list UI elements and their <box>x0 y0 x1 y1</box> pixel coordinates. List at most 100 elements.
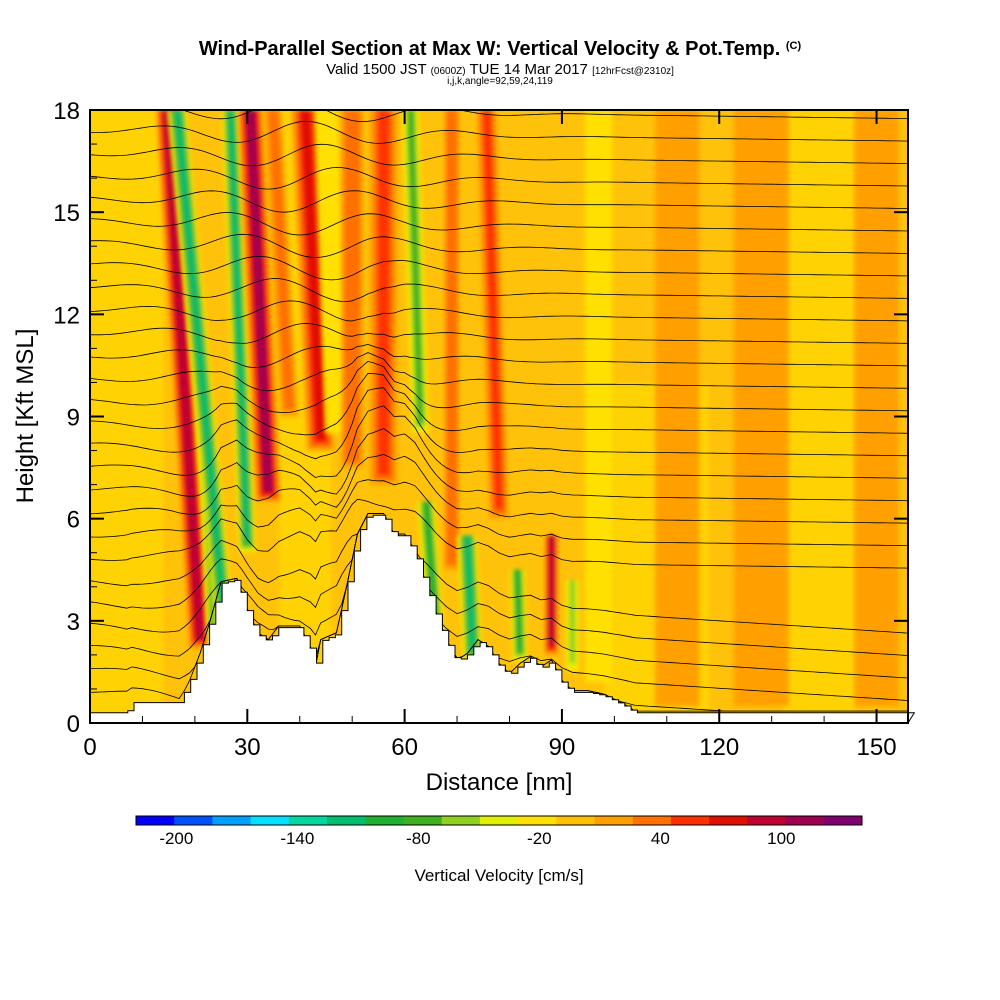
y-tick-label: 3 <box>67 609 80 636</box>
colorbar-swatch <box>632 816 672 825</box>
y-tick-label: 15 <box>53 200 80 227</box>
colorbar-swatch <box>250 816 290 825</box>
x-tick-label: 120 <box>699 734 739 761</box>
colorbar-swatch <box>823 816 863 825</box>
isentrope-line <box>90 453 908 524</box>
velocity-band <box>444 110 460 570</box>
y-tick-label: 0 <box>67 711 80 738</box>
colorbar-swatch <box>709 816 748 825</box>
chart-title: Wind-Parallel Section at Max W: Vertical… <box>0 38 1000 61</box>
colorbar-swatch <box>670 816 710 825</box>
colorbar-swatch <box>212 816 252 825</box>
velocity-band <box>341 110 364 468</box>
colorbar-swatch <box>556 816 596 825</box>
colorbar-swatch <box>785 816 825 825</box>
isentrope-line <box>90 300 908 322</box>
x-tick-label: 30 <box>234 734 261 761</box>
isentrope-line <box>90 278 908 303</box>
velocity-band <box>155 110 212 649</box>
velocity-band <box>733 110 789 706</box>
y-tick-label: 12 <box>53 302 80 329</box>
colorbar-swatch <box>441 816 481 825</box>
isentrope-line <box>90 166 908 190</box>
isentrope-line <box>90 360 908 414</box>
colorbar-tick-label: -20 <box>527 829 552 848</box>
colorbar-swatch <box>479 816 519 825</box>
colorbar-swatch <box>403 816 443 825</box>
isentrope-line <box>90 343 908 368</box>
isentrope-line <box>90 387 908 460</box>
velocity-band <box>584 110 613 683</box>
isentrope-line <box>90 190 908 213</box>
isentrope-line <box>90 513 908 679</box>
y-axis-label: Height [Kft MSL] <box>12 329 39 504</box>
colorbar-frame <box>135 815 863 826</box>
isentrope-line <box>90 373 908 436</box>
isentrope-line <box>90 498 908 569</box>
velocity-strip <box>482 110 504 510</box>
colorbar-tick-label: 100 <box>767 829 795 848</box>
colorbar-label: Vertical Velocity [cm/s] <box>414 866 583 885</box>
colorbar-swatch <box>174 816 213 825</box>
x-axis-label: Distance [nm] <box>426 769 573 796</box>
velocity-strip <box>174 110 230 637</box>
velocity-band <box>476 110 509 519</box>
velocity-strip <box>745 110 777 700</box>
velocity-strip <box>664 110 690 700</box>
velocity-strip <box>347 110 357 459</box>
forecast-info: [12hrFcst@2310z] <box>592 66 674 77</box>
isentrope-line <box>90 143 908 167</box>
colorbar-tick-label: -140 <box>280 829 314 848</box>
colorbar-swatch <box>365 816 404 825</box>
velocity-strip <box>300 110 326 441</box>
axis-ticks <box>89 109 908 724</box>
velocity-strip <box>549 535 554 644</box>
x-tick-label: 0 <box>83 734 96 761</box>
velocity-strip <box>164 110 204 637</box>
valid-date: TUE 14 Mar 2017 <box>469 61 588 78</box>
valid-utc: (0600Z) <box>430 66 466 77</box>
velocity-strip <box>515 569 523 651</box>
x-tick-label: 90 <box>549 734 576 761</box>
colorbar: -200 -140 -80 -20 40 100 <box>135 815 863 848</box>
velocity-strip <box>464 535 476 651</box>
velocity-strip <box>569 579 576 663</box>
velocity-band <box>238 110 281 502</box>
isentrope-line <box>90 513 908 634</box>
velocity-band <box>565 579 580 672</box>
isentrope-line <box>90 352 908 392</box>
velocity-band <box>263 110 299 417</box>
colorbar-swatch <box>136 816 175 825</box>
isentrope-line <box>90 323 908 344</box>
isentrope-line <box>90 212 908 236</box>
colorbar-swatch <box>327 816 366 825</box>
chart-title-text: Wind-Parallel Section at Max W: Vertical… <box>198 38 781 60</box>
isentrope-line <box>90 479 908 546</box>
velocity-band <box>854 110 899 706</box>
colorbar-tick-label: -80 <box>406 829 431 848</box>
velocity-band <box>369 110 398 485</box>
isentrope-line <box>90 513 908 656</box>
colorbar-swatch <box>288 816 328 825</box>
velocity-strip <box>315 110 348 434</box>
velocity-strip <box>448 110 456 561</box>
colorbar-tick-label: -200 <box>159 829 193 848</box>
velocity-strip <box>863 110 890 700</box>
isentrope-line <box>90 120 908 144</box>
y-tick-label: 9 <box>67 405 80 432</box>
velocity-strip <box>247 110 272 491</box>
valid-time: Valid 1500 JST (0600Z) TUE 14 Mar 2017 [… <box>0 61 1000 78</box>
x-tick-label: 150 <box>857 734 897 761</box>
velocity-strip <box>407 110 424 424</box>
isentrope-line <box>90 428 908 502</box>
potential-temperature-contours <box>90 110 908 712</box>
colorbar-tick-label: 40 <box>651 829 670 848</box>
isentrope-line <box>181 110 908 123</box>
grid-indices: i,j,k,angle=92,59,24,119 <box>447 76 553 87</box>
valid-prefix: Valid 1500 JST <box>326 61 427 78</box>
colorbar-swatch <box>518 816 557 825</box>
velocity-band <box>315 110 348 434</box>
terrain <box>89 514 916 724</box>
velocity-strip <box>228 110 250 542</box>
